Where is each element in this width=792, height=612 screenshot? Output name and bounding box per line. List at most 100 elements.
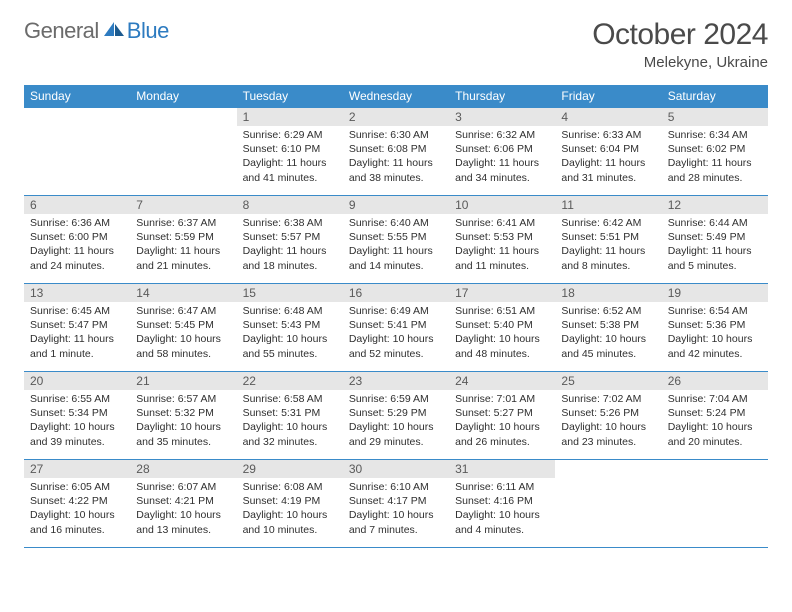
- day-info-line: Sunset: 4:19 PM: [243, 494, 337, 508]
- day-info-line: Sunset: 5:31 PM: [243, 406, 337, 420]
- logo-text-blue: Blue: [127, 18, 169, 44]
- day-cell-body: Sunrise: 6:54 AMSunset: 5:36 PMDaylight:…: [662, 302, 768, 365]
- day-info-line: Sunset: 5:59 PM: [136, 230, 230, 244]
- day-info-line: Sunrise: 6:34 AM: [668, 128, 762, 142]
- day-info-line: Daylight: 10 hours and 23 minutes.: [561, 420, 655, 448]
- day-info-line: Sunrise: 6:45 AM: [30, 304, 124, 318]
- day-cell-body: Sunrise: 6:44 AMSunset: 5:49 PMDaylight:…: [662, 214, 768, 277]
- day-cell-body: Sunrise: 6:32 AMSunset: 6:06 PMDaylight:…: [449, 126, 555, 189]
- day-info-line: Sunrise: 6:36 AM: [30, 216, 124, 230]
- day-info-line: Sunrise: 6:40 AM: [349, 216, 443, 230]
- day-cell-body: Sunrise: 6:11 AMSunset: 4:16 PMDaylight:…: [449, 478, 555, 541]
- day-header: Saturday: [662, 85, 768, 108]
- day-cell-body: Sunrise: 6:49 AMSunset: 5:41 PMDaylight:…: [343, 302, 449, 365]
- day-info-line: Sunset: 5:36 PM: [668, 318, 762, 332]
- day-cell-body: Sunrise: 6:34 AMSunset: 6:02 PMDaylight:…: [662, 126, 768, 189]
- day-info-line: Daylight: 11 hours and 38 minutes.: [349, 156, 443, 184]
- day-info-line: Sunset: 5:32 PM: [136, 406, 230, 420]
- location-label: Melekyne, Ukraine: [592, 54, 768, 71]
- day-info-line: Sunset: 4:16 PM: [455, 494, 549, 508]
- day-info-line: Sunset: 5:24 PM: [668, 406, 762, 420]
- day-info-line: Sunset: 5:49 PM: [668, 230, 762, 244]
- day-number-band: 18: [555, 284, 661, 302]
- day-header: Tuesday: [237, 85, 343, 108]
- day-info-line: Daylight: 10 hours and 32 minutes.: [243, 420, 337, 448]
- day-info-line: Daylight: 10 hours and 35 minutes.: [136, 420, 230, 448]
- day-info-line: Daylight: 11 hours and 28 minutes.: [668, 156, 762, 184]
- day-number-band: 11: [555, 196, 661, 214]
- day-cell: 31Sunrise: 6:11 AMSunset: 4:16 PMDayligh…: [449, 460, 555, 548]
- day-cell: 7Sunrise: 6:37 AMSunset: 5:59 PMDaylight…: [130, 196, 236, 284]
- day-number-band: 13: [24, 284, 130, 302]
- day-number-band: 29: [237, 460, 343, 478]
- day-cell-body: Sunrise: 6:40 AMSunset: 5:55 PMDaylight:…: [343, 214, 449, 277]
- day-info-line: Sunrise: 6:55 AM: [30, 392, 124, 406]
- day-header-row: Sunday Monday Tuesday Wednesday Thursday…: [24, 85, 768, 108]
- day-info-line: Daylight: 11 hours and 24 minutes.: [30, 244, 124, 272]
- day-info-line: Sunset: 5:38 PM: [561, 318, 655, 332]
- day-info-line: Sunrise: 6:58 AM: [243, 392, 337, 406]
- day-header: Sunday: [24, 85, 130, 108]
- day-info-line: Sunset: 5:29 PM: [349, 406, 443, 420]
- day-info-line: Daylight: 10 hours and 58 minutes.: [136, 332, 230, 360]
- day-info-line: Daylight: 10 hours and 7 minutes.: [349, 508, 443, 536]
- day-info-line: Daylight: 10 hours and 13 minutes.: [136, 508, 230, 536]
- day-cell: 20 Sunrise: 6:55 AMSunset: 5:34 PMDayligh…: [24, 372, 130, 460]
- day-info-line: Sunset: 6:08 PM: [349, 142, 443, 156]
- month-title: October 2024: [592, 18, 768, 52]
- day-number-band: 3: [449, 108, 555, 126]
- day-cell: 12Sunrise: 6:44 AMSunset: 5:49 PMDayligh…: [662, 196, 768, 284]
- day-info-line: Sunrise: 6:49 AM: [349, 304, 443, 318]
- day-info-line: Sunset: 6:06 PM: [455, 142, 549, 156]
- day-cell: 14Sunrise: 6:47 AMSunset: 5:45 PMDayligh…: [130, 284, 236, 372]
- day-number-band: 17: [449, 284, 555, 302]
- day-info-line: Daylight: 11 hours and 5 minutes.: [668, 244, 762, 272]
- day-info-line: Sunrise: 6:47 AM: [136, 304, 230, 318]
- day-info-line: Daylight: 11 hours and 31 minutes.: [561, 156, 655, 184]
- day-number-band: 26: [662, 372, 768, 390]
- day-info-line: Daylight: 10 hours and 39 minutes.: [30, 420, 124, 448]
- day-cell-body: Sunrise: 6:45 AMSunset: 5:47 PMDaylight:…: [24, 302, 130, 365]
- day-cell: [130, 108, 236, 196]
- day-number-band: 19: [662, 284, 768, 302]
- day-info-line: Sunset: 5:27 PM: [455, 406, 549, 420]
- day-number-band: 1: [237, 108, 343, 126]
- day-info-line: Daylight: 10 hours and 26 minutes.: [455, 420, 549, 448]
- day-info-line: Sunset: 6:04 PM: [561, 142, 655, 156]
- day-cell: 22Sunrise: 6:58 AMSunset: 5:31 PMDayligh…: [237, 372, 343, 460]
- day-info-line: Daylight: 11 hours and 34 minutes.: [455, 156, 549, 184]
- day-number-band: 28: [130, 460, 236, 478]
- day-number-band: 27: [24, 460, 130, 478]
- day-info-line: Sunset: 6:00 PM: [30, 230, 124, 244]
- day-number-band: 20: [24, 372, 130, 390]
- day-info-line: Sunset: 5:40 PM: [455, 318, 549, 332]
- day-cell: 13Sunrise: 6:45 AMSunset: 5:47 PMDayligh…: [24, 284, 130, 372]
- calendar-body: 1Sunrise: 6:29 AMSunset: 6:10 PMDaylight…: [24, 108, 768, 548]
- day-info-line: Daylight: 10 hours and 45 minutes.: [561, 332, 655, 360]
- day-info-line: Daylight: 11 hours and 1 minute.: [30, 332, 124, 360]
- day-cell-body: Sunrise: 6:59 AMSunset: 5:29 PMDaylight:…: [343, 390, 449, 453]
- day-cell-body: Sunrise: 6:38 AMSunset: 5:57 PMDaylight:…: [237, 214, 343, 277]
- day-info-line: Sunset: 5:34 PM: [30, 406, 124, 420]
- day-cell: 25Sunrise: 7:02 AMSunset: 5:26 PMDayligh…: [555, 372, 661, 460]
- day-number-band: 10: [449, 196, 555, 214]
- day-number-band: 12: [662, 196, 768, 214]
- day-cell: 3Sunrise: 6:32 AMSunset: 6:06 PMDaylight…: [449, 108, 555, 196]
- day-cell-body: Sunrise: 6:41 AMSunset: 5:53 PMDaylight:…: [449, 214, 555, 277]
- day-number-band: 16: [343, 284, 449, 302]
- day-cell: 4Sunrise: 6:33 AMSunset: 6:04 PMDaylight…: [555, 108, 661, 196]
- day-cell-body: Sunrise: 6:47 AMSunset: 5:45 PMDaylight:…: [130, 302, 236, 365]
- day-number-band: 21: [130, 372, 236, 390]
- day-cell: 21Sunrise: 6:57 AMSunset: 5:32 PMDayligh…: [130, 372, 236, 460]
- day-info-line: Sunrise: 6:48 AM: [243, 304, 337, 318]
- day-cell-body: Sunrise: 6:51 AMSunset: 5:40 PMDaylight:…: [449, 302, 555, 365]
- day-number-band: 24: [449, 372, 555, 390]
- day-info-line: Sunset: 4:17 PM: [349, 494, 443, 508]
- day-info-line: Sunrise: 6:37 AM: [136, 216, 230, 230]
- day-cell-body: Sunrise: 6:10 AMSunset: 4:17 PMDaylight:…: [343, 478, 449, 541]
- day-cell: 5Sunrise: 6:34 AMSunset: 6:02 PMDaylight…: [662, 108, 768, 196]
- day-info-line: Sunrise: 6:38 AM: [243, 216, 337, 230]
- day-cell: 6Sunrise: 6:36 AMSunset: 6:00 PMDaylight…: [24, 196, 130, 284]
- page-header: General Blue October 2024 Melekyne, Ukra…: [24, 18, 768, 71]
- day-info-line: Sunrise: 6:59 AM: [349, 392, 443, 406]
